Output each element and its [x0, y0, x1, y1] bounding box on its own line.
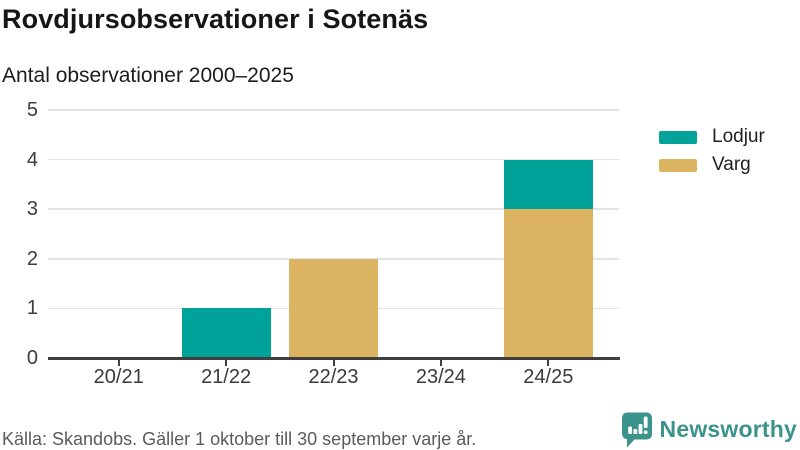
- x-axis-label: 22/23: [308, 366, 359, 388]
- x-axis-tick: [332, 359, 335, 366]
- bar-segment-varg-24-25: [503, 209, 593, 358]
- legend: Lodjur Varg: [659, 126, 765, 182]
- bar-segment-lodjur-21-22: [181, 308, 271, 358]
- newsworthy-icon: [620, 411, 654, 448]
- x-axis-label: 24/25: [523, 366, 574, 388]
- gridline: [48, 109, 619, 111]
- y-axis-label: 3: [26, 198, 38, 221]
- y-axis-label: 4: [26, 148, 38, 171]
- legend-item-varg: Varg: [659, 154, 765, 176]
- y-axis-label: 1: [26, 297, 38, 320]
- legend-swatch-lodjur: [659, 130, 697, 144]
- legend-label: Lodjur: [712, 126, 765, 147]
- x-axis-line: [48, 357, 620, 360]
- source-note: Källa: Skandobs. Gäller 1 oktober till 3…: [2, 429, 477, 449]
- x-axis-tick: [117, 359, 120, 366]
- legend-swatch-varg: [659, 158, 697, 172]
- bar-segment-varg-22-23: [289, 258, 378, 358]
- chart-title: Rovdjursobservationer i Sotenäs: [2, 4, 429, 34]
- x-axis-label: 20/21: [93, 366, 144, 388]
- legend-label: Varg: [712, 154, 751, 175]
- legend-item-lodjur: Lodjur: [659, 126, 765, 148]
- x-axis-tick: [547, 359, 550, 366]
- x-axis-tick: [439, 359, 442, 366]
- gridline: [48, 208, 619, 210]
- bar-segment-lodjur-24-25: [503, 159, 593, 210]
- x-axis-tick: [225, 359, 228, 366]
- chart-subtitle: Antal observationer 2000–2025: [2, 64, 294, 87]
- gridline: [48, 158, 619, 161]
- newsworthy-logo-text: Newsworthy: [659, 416, 797, 442]
- y-axis-label: 0: [26, 347, 38, 369]
- y-axis-label: 2: [26, 247, 38, 270]
- x-axis-label: 23/24: [415, 366, 466, 388]
- x-axis-label: 21/22: [201, 366, 252, 388]
- newsworthy-logo[interactable]: Newsworthy: [620, 411, 797, 448]
- y-axis-label: 5: [26, 99, 38, 121]
